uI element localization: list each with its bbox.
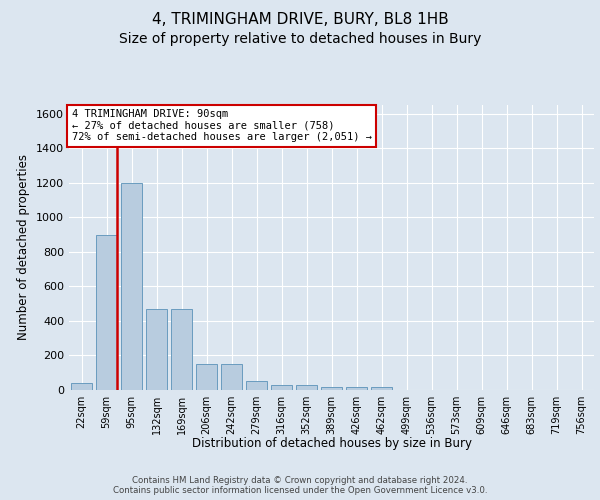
Bar (246, 380, 267, 390)
Bar (346, 388, 367, 390)
Bar (96, 234, 117, 390)
Bar (371, 386, 392, 390)
Y-axis label: Number of detached properties: Number of detached properties (17, 154, 31, 340)
Text: 4 TRIMINGHAM DRIVE: 90sqm
← 27% of detached houses are smaller (758)
72% of semi: 4 TRIMINGHAM DRIVE: 90sqm ← 27% of detac… (71, 110, 371, 142)
Bar (221, 364, 242, 390)
Bar (171, 309, 192, 390)
Bar (71, 383, 92, 390)
Text: Contains HM Land Registry data © Crown copyright and database right 2024.
Contai: Contains HM Land Registry data © Crown c… (113, 476, 487, 495)
Bar (146, 309, 167, 390)
X-axis label: Distribution of detached houses by size in Bury: Distribution of detached houses by size … (191, 437, 472, 450)
Text: Size of property relative to detached houses in Bury: Size of property relative to detached ho… (119, 32, 481, 46)
Bar (196, 364, 217, 390)
Bar (296, 385, 317, 390)
Text: 4, TRIMINGHAM DRIVE, BURY, BL8 1HB: 4, TRIMINGHAM DRIVE, BURY, BL8 1HB (152, 12, 448, 28)
Bar (271, 385, 292, 390)
Bar (121, 182, 142, 390)
Bar (321, 388, 342, 390)
